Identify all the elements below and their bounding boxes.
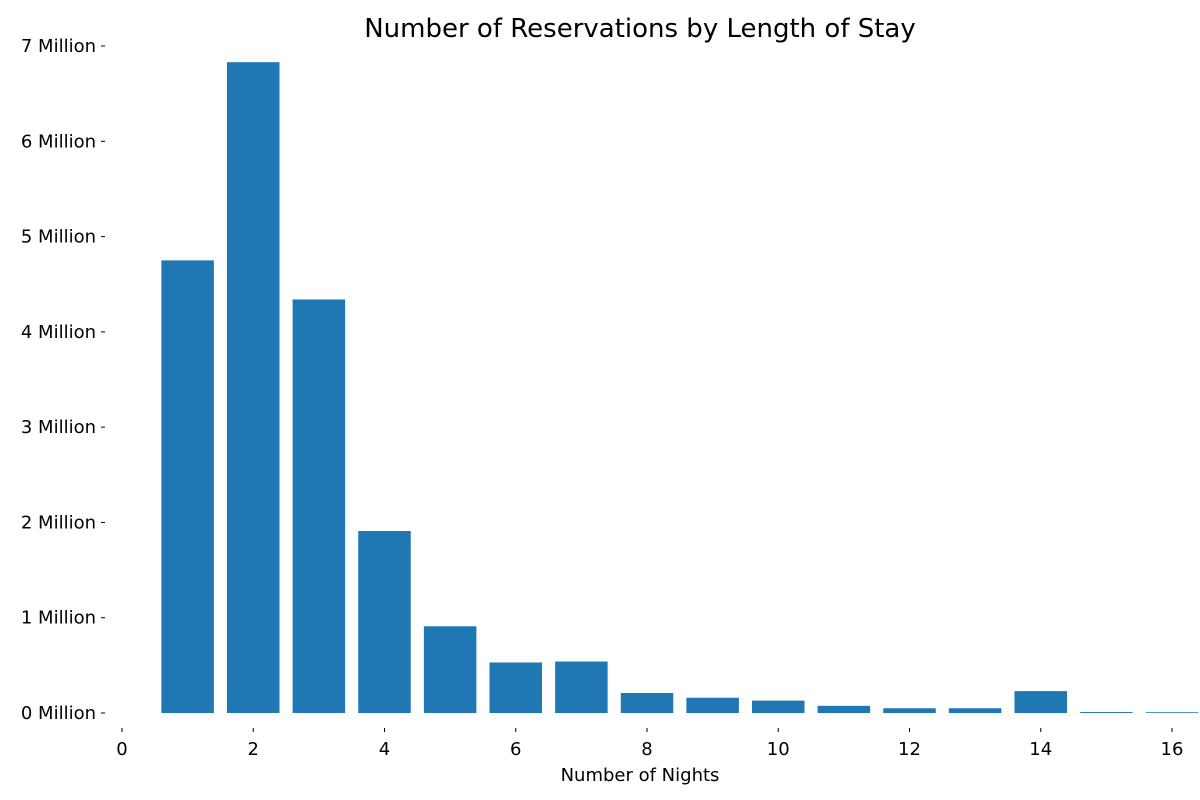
x-tick-label: 14 <box>1029 739 1052 760</box>
bar <box>358 531 411 713</box>
y-axis: 0 Million 1 Million 2 Million 3 Million 4 Mi… <box>21 36 105 724</box>
bar <box>752 700 805 713</box>
bar <box>1145 712 1199 714</box>
bar <box>1014 691 1067 713</box>
x-tick-label: 8 <box>641 739 652 760</box>
y-tick-label: 6 Million <box>21 131 96 152</box>
chart-title: Number of Reservations by Length of Stay <box>364 14 916 44</box>
x-tick-label: 12 <box>898 739 921 760</box>
bar <box>948 708 1002 713</box>
bar <box>489 662 542 713</box>
x-tick-label: 2 <box>248 739 259 760</box>
y-tick-label: 4 Million <box>21 322 96 343</box>
x-tick-label: 10 <box>767 739 790 760</box>
x-tick-label: 0 <box>116 739 127 760</box>
x-tick-label: 4 <box>379 739 390 760</box>
bar <box>161 260 214 713</box>
bar <box>555 661 608 713</box>
y-tick-label: 7 Million <box>21 36 96 57</box>
y-tick-label: 5 Million <box>21 227 96 248</box>
x-tick-label: 6 <box>510 739 521 760</box>
bar <box>1080 712 1133 713</box>
bar <box>620 692 674 713</box>
bar <box>883 708 936 713</box>
bar <box>227 62 280 714</box>
y-tick-label: 1 Million <box>21 608 96 629</box>
bar <box>423 626 477 713</box>
x-axis: 0 2 4 6 8 10 12 14 16 <box>116 728 1183 760</box>
y-tick-label: 0 Million <box>21 703 96 724</box>
bar <box>817 705 871 713</box>
x-axis-label: Number of Nights <box>561 765 720 786</box>
bar <box>686 697 739 713</box>
bar <box>292 299 346 713</box>
bars <box>161 62 1199 714</box>
y-tick-label: 3 Million <box>21 417 96 438</box>
y-tick-label: 2 Million <box>21 512 96 533</box>
x-tick-label: 16 <box>1161 739 1184 760</box>
